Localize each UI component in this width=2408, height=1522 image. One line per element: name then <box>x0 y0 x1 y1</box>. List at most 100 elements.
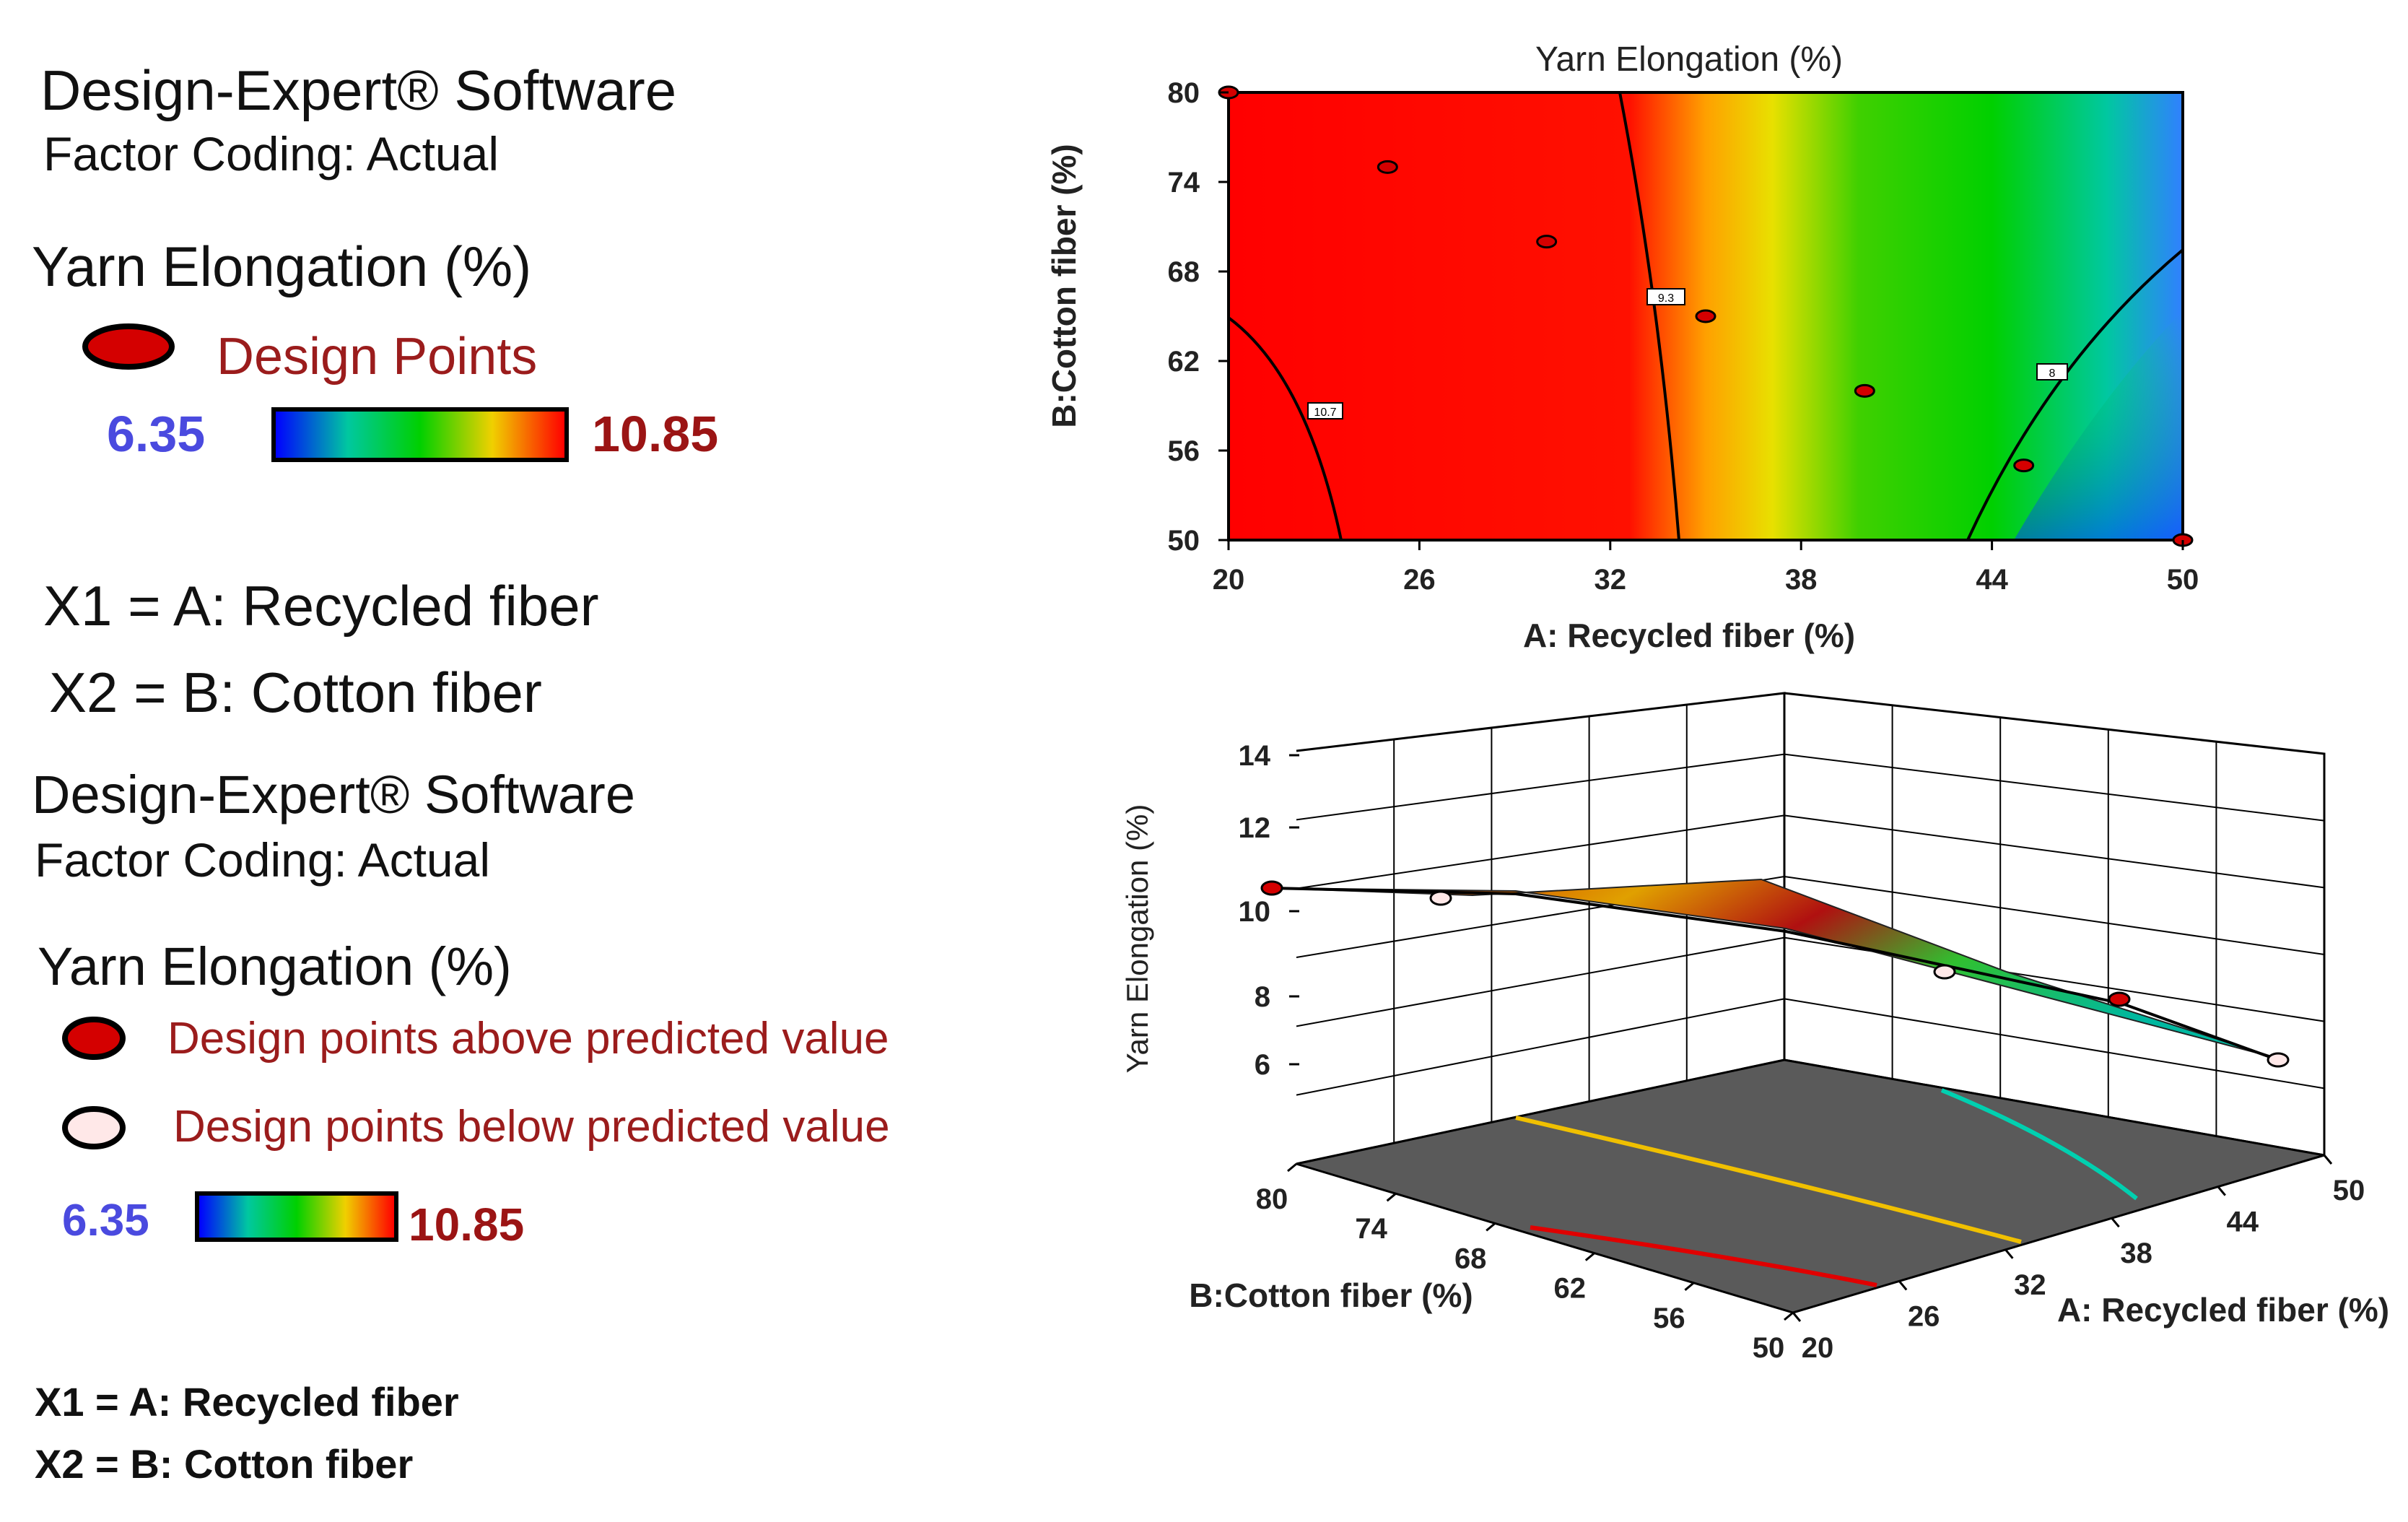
surface-b-tick-label: 62 <box>1554 1273 1587 1305</box>
surface-a-tick-label: 50 <box>2333 1175 2365 1206</box>
x2-definition-2: X2 = B: Cotton fiber <box>35 1441 414 1487</box>
surface-a-tick <box>2111 1217 2120 1228</box>
wall-gridline <box>1784 876 2325 955</box>
scale-low-2: 6.35 <box>62 1196 149 1245</box>
contour-label-10.7: 10.7 <box>1307 402 1343 419</box>
legend-below-label: Design points below predicted value <box>173 1102 890 1152</box>
surface-b-tick <box>1784 1311 1794 1321</box>
contour-label-9.3-text: 9.3 <box>1658 292 1674 305</box>
surface-a-tick <box>1792 1312 1802 1322</box>
surface-b-tick <box>1684 1282 1695 1291</box>
surface-b-tick-label: 80 <box>1256 1183 1288 1215</box>
design-point-legend-icon <box>82 323 175 370</box>
surface-b-ticks: 50 56 62 68 74 80 <box>1256 1162 1794 1364</box>
contour-y-tick-label: 74 <box>1168 167 1200 199</box>
surface-a-tick-label: 26 <box>1908 1300 1940 1332</box>
contour-label-8: 8 <box>2036 363 2068 380</box>
contour-frame <box>1227 91 2184 542</box>
surface-z-ticks: 6 8 10 12 14 <box>1239 740 1299 1081</box>
contour-y-tick-label: 56 <box>1168 435 1200 467</box>
surface-b-label: B:Cotton fiber (%) <box>1189 1277 1473 1314</box>
surface-a-tick-label: 32 <box>2014 1269 2046 1301</box>
point-above-legend-icon <box>62 1017 126 1060</box>
wall-gridline <box>1784 998 2325 1090</box>
surface-design-points <box>1260 880 2290 1068</box>
surface-design-point <box>1429 890 1452 906</box>
contour-design-point <box>1536 235 1558 249</box>
x1-definition-2: X1 = A: Recycled fiber <box>35 1379 459 1425</box>
contour-y-tick-label: 62 <box>1168 346 1200 378</box>
contour-y-label: B:Cotton fiber (%) <box>1045 144 1083 427</box>
contour-y-tick-label: 50 <box>1168 525 1200 557</box>
surface-b-tick-label: 50 <box>1753 1332 1785 1364</box>
contour-line-9.3 <box>1618 92 1680 541</box>
surface-design-point <box>1260 880 1283 896</box>
contour-title: Yarn Elongation (%) <box>1535 40 1843 79</box>
wall-gridline <box>1784 814 2325 889</box>
scale-low-1: 6.35 <box>107 406 206 462</box>
contour-x-tick-label: 26 <box>1403 564 1436 596</box>
contour-x-tick-label: 38 <box>1785 564 1818 596</box>
surface-a-label: A: Recycled fiber (%) <box>2057 1291 2389 1329</box>
software-title-2: Design-Expert® Software <box>32 765 635 825</box>
software-title-1: Design-Expert® Software <box>40 58 677 122</box>
contour-design-point <box>1695 309 1716 323</box>
contour-design-point <box>2013 458 2035 473</box>
surface-a-tick-label: 20 <box>1802 1332 1834 1364</box>
x1-definition-1: X1 = A: Recycled fiber <box>43 574 599 638</box>
contour-x-ticks: 20 26 32 38 44 50 <box>1213 540 2199 596</box>
surface-a-tick <box>1898 1280 1908 1291</box>
surface-z-tick-label: 12 <box>1239 812 1271 844</box>
response-title-2: Yarn Elongation (%) <box>38 936 512 996</box>
contour-x-label: A: Recycled fiber (%) <box>1523 617 1855 654</box>
contour-x-tick-label: 32 <box>1595 564 1627 596</box>
surface-b-tick <box>1486 1222 1496 1232</box>
surface-z-label: Yarn Elongation (%) <box>1120 804 1154 1074</box>
color-ramp-2 <box>195 1191 398 1242</box>
surface-design-point <box>2267 1052 2290 1068</box>
floor-contour-cyan <box>1940 1088 2138 1201</box>
surface-a-tick <box>2217 1186 2226 1196</box>
wall-gridline <box>1296 936 1785 1027</box>
contour-y-tick-label: 68 <box>1168 256 1200 288</box>
design-points-legend-label: Design Points <box>217 328 538 386</box>
floor-contour-red <box>1530 1225 1877 1287</box>
contour-label-8-text: 8 <box>2049 368 2056 380</box>
contour-label-9.3: 9.3 <box>1646 288 1685 305</box>
contour-x-tick-label: 50 <box>2167 564 2199 596</box>
wall-gridline <box>1296 814 1785 890</box>
surface-z-tick-label: 6 <box>1255 1049 1270 1081</box>
surface-b-tick <box>1584 1252 1595 1261</box>
surface-b-tick-label: 74 <box>1355 1213 1387 1245</box>
surface-a-tick-label: 44 <box>2227 1206 2259 1238</box>
surface-a-tick <box>2323 1154 2333 1165</box>
surface-b-tick-label: 56 <box>1653 1303 1685 1334</box>
response-surface <box>1271 878 2279 1059</box>
surface-a-ticks: 20 26 32 38 44 50 <box>1792 1154 2365 1364</box>
x2-definition-1: X2 = B: Cotton fiber <box>49 661 542 724</box>
surface-b-tick <box>1386 1193 1397 1202</box>
contour-design-point <box>1854 383 1875 398</box>
factor-coding-1: Factor Coding: Actual <box>43 127 499 181</box>
surface-z-tick-label: 8 <box>1255 981 1270 1013</box>
surface-z-tick-label: 14 <box>1239 740 1271 772</box>
contour-x-tick-label: 44 <box>1976 564 2008 596</box>
contour-low-region <box>2014 310 2183 540</box>
contour-y-ticks: 50 56 62 68 74 80 <box>1168 77 1229 557</box>
contour-label-10.7-text: 10.7 <box>1314 406 1336 419</box>
point-below-legend-icon <box>62 1106 126 1149</box>
contour-line-10.7 <box>1227 316 1343 541</box>
contour-design-point <box>1377 160 1398 174</box>
legend-above-label: Design points above predicted value <box>167 1014 889 1064</box>
factor-coding-2: Factor Coding: Actual <box>35 833 490 887</box>
wall-gridline <box>1296 753 1785 821</box>
surface-a-tick <box>2005 1248 2014 1259</box>
surface-a-tick-label: 38 <box>2120 1238 2152 1269</box>
surface-design-point <box>1933 964 1956 980</box>
response-title-1: Yarn Elongation (%) <box>32 235 532 298</box>
surface-z-tick-label: 10 <box>1239 896 1271 928</box>
surface-b-tick <box>1287 1162 1297 1173</box>
floor-contour-yellow <box>1515 1116 2022 1244</box>
